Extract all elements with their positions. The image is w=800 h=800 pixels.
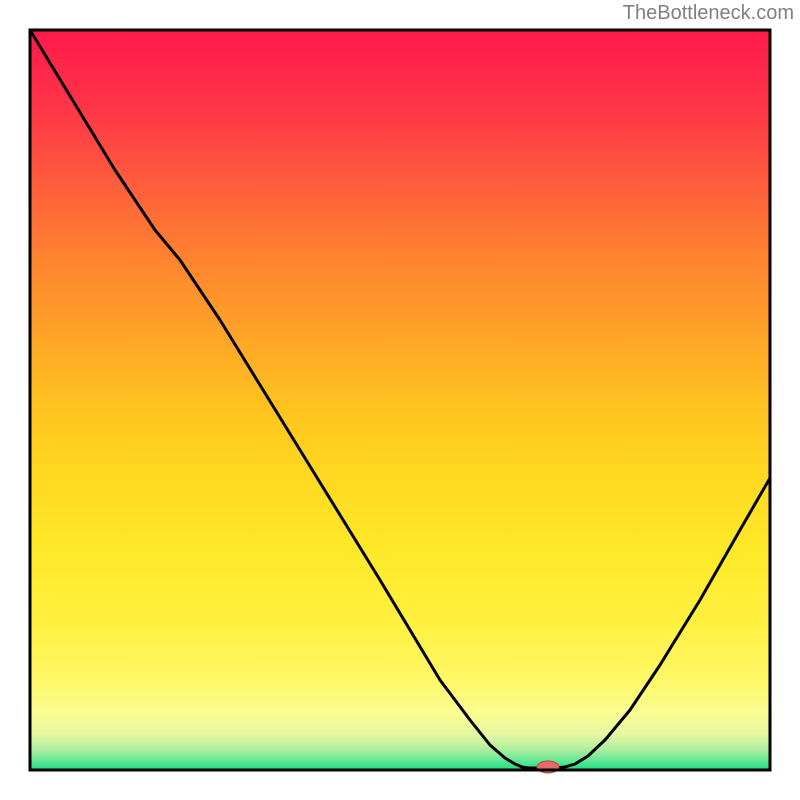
bottleneck-chart xyxy=(0,0,800,800)
plot-background xyxy=(30,30,770,770)
watermark-text: TheBottleneck.com xyxy=(623,2,794,25)
chart-container: { "watermark": { "text": "TheBottleneck.… xyxy=(0,0,800,800)
